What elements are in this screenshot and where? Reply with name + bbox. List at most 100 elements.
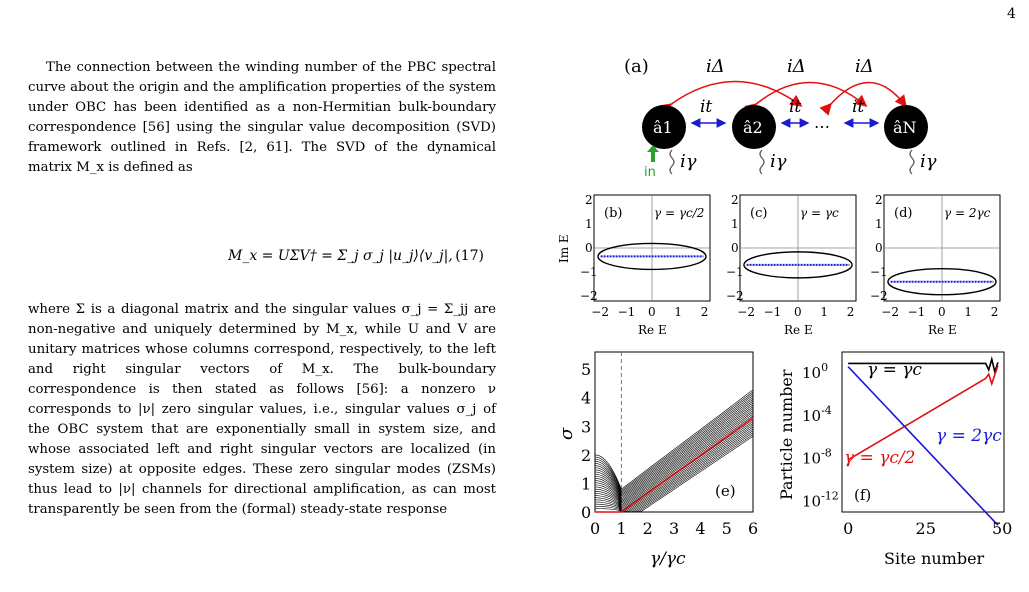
x-tick: −1 xyxy=(618,305,636,319)
y-tick: 2 xyxy=(875,193,883,207)
y-tick: 1 xyxy=(585,217,593,231)
panel-label: (c) xyxy=(750,206,767,221)
input-label: in xyxy=(644,165,656,180)
x-tick: 1 xyxy=(964,305,972,319)
x-tick: −1 xyxy=(908,305,926,319)
y-tick: −1 xyxy=(870,265,888,279)
panel-d: (d) γ = 2γc −2 −1 0 1 2 2 1 0 −1 −2 Re E xyxy=(870,193,1001,337)
curve-label-gamma-c-half: γ = γc/2 xyxy=(844,448,915,468)
x-tick: 1 xyxy=(616,519,626,538)
equation-body: M_x = UΣV† = Σ_j σ_j |u_j⟩⟨v_j|, xyxy=(228,248,453,264)
x-tick: 0 xyxy=(794,305,802,319)
y-axis-label: Particle number xyxy=(777,369,796,500)
y-axis-label: Im E xyxy=(557,234,571,263)
site-1-label: â1 xyxy=(653,118,673,137)
y-tick: −2 xyxy=(726,289,744,303)
coupling-arc-3 xyxy=(819,81,907,116)
y-tick: −2 xyxy=(580,289,598,303)
y-tick: 5 xyxy=(581,360,591,379)
coupling-arc-1 xyxy=(659,80,803,116)
y-tick: 0 xyxy=(585,241,593,255)
x-tick: 25 xyxy=(916,519,936,538)
paragraph-1: The connection between the winding numbe… xyxy=(28,58,496,178)
x-axis-label: Site number xyxy=(884,549,985,568)
hopping-label-1: it xyxy=(700,97,712,117)
x-axis-label: Re E xyxy=(784,323,813,337)
y-tick: 0 xyxy=(731,241,739,255)
y-tick: 0 xyxy=(581,503,591,522)
y-tick: 2 xyxy=(581,446,591,465)
x-tick: 50 xyxy=(992,519,1012,538)
page-number: 4 xyxy=(1007,6,1016,22)
coupling-label-2: iΔ xyxy=(787,56,806,77)
y-tick: 0 xyxy=(875,241,883,255)
site-2-circle xyxy=(732,105,776,149)
panel-f: 0 25 50 100 10-4 10-8 10-12 γ = γc γ = γc/2 γ = 2… xyxy=(777,351,1012,568)
x-tick: 4 xyxy=(695,519,705,538)
hopping-label-2: it xyxy=(789,97,801,117)
panel-condition: γ = γc/2 xyxy=(654,206,704,220)
x-tick: −1 xyxy=(764,305,782,319)
y-tick: 2 xyxy=(731,193,739,207)
coupling-label-1: iΔ xyxy=(706,56,725,77)
y-tick: 4 xyxy=(581,389,591,408)
x-axis-label: γ/γc xyxy=(650,549,686,569)
paragraph-2: where Σ is a diagonal matrix and the sin… xyxy=(28,300,496,520)
x-tick: 5 xyxy=(722,519,732,538)
y-tick: 2 xyxy=(585,193,593,207)
y-tick: −1 xyxy=(726,265,744,279)
panel-condition: γ = 2γc xyxy=(944,206,991,220)
y-tick: 10-4 xyxy=(802,404,832,425)
y-tick: 1 xyxy=(581,474,591,493)
site-1-circle xyxy=(642,105,686,149)
x-tick: −2 xyxy=(881,305,899,319)
x-tick: 0 xyxy=(590,519,600,538)
panel-e-label: (e) xyxy=(715,482,736,500)
equation-number: (17) xyxy=(455,248,484,264)
y-tick: 10-12 xyxy=(802,490,839,511)
equation-17: M_x = UΣV† = Σ_j σ_j |u_j⟩⟨v_j|, (17) xyxy=(28,240,496,284)
panel-a: (a) iΔ iΔ iΔ â1 â2 âN it it it … iγ iγ i… xyxy=(624,56,937,180)
curve-label-2gamma-c: γ = 2γc xyxy=(936,426,1002,446)
y-tick: −1 xyxy=(580,265,598,279)
x-tick: −2 xyxy=(737,305,755,319)
panel-a-label: (a) xyxy=(624,56,649,77)
y-tick: 10-8 xyxy=(802,447,832,468)
loss-label-2: iγ xyxy=(770,151,787,172)
x-axis-label: Re E xyxy=(928,323,957,337)
x-tick: 3 xyxy=(669,519,679,538)
site-N-label: âN xyxy=(893,118,917,137)
y-tick: 1 xyxy=(875,217,883,231)
x-tick: 2 xyxy=(643,519,653,538)
panel-label: (b) xyxy=(604,206,622,221)
hopping-label-3: it xyxy=(852,97,864,117)
coupling-arc-2 xyxy=(744,81,868,116)
loss-label-N: iγ xyxy=(920,151,937,172)
loss-squiggle-N xyxy=(909,149,915,175)
y-axis-label: σ xyxy=(556,427,577,440)
y-tick: 3 xyxy=(581,417,591,436)
x-tick: 0 xyxy=(843,519,853,538)
ellipsis: … xyxy=(814,113,830,132)
x-tick: 0 xyxy=(938,305,946,319)
paragraph-2-text: where Σ is a diagonal matrix and the sin… xyxy=(28,302,496,517)
panels-bcd: (b) γ = γc/2 −2 −1 0 1 2 2 1 0 −1 −2 Re E (c) γ = γc −2… xyxy=(557,193,1001,337)
input-arrow xyxy=(647,145,659,162)
x-tick: 6 xyxy=(748,519,758,538)
loss-squiggle-2 xyxy=(759,149,765,175)
x-tick: 1 xyxy=(820,305,828,319)
panel-f-label: (f) xyxy=(854,486,871,504)
panel-condition: γ = γc xyxy=(800,206,839,220)
x-tick: 2 xyxy=(701,305,709,319)
x-tick: 2 xyxy=(991,305,999,319)
site-2-label: â2 xyxy=(743,118,763,137)
panel-b: (b) γ = γc/2 −2 −1 0 1 2 2 1 0 −1 −2 Re E xyxy=(580,193,711,337)
x-axis-label: Re E xyxy=(638,323,667,337)
x-tick: 1 xyxy=(674,305,682,319)
panel-label: (d) xyxy=(894,206,912,221)
curve-label-gamma-c: γ = γc xyxy=(867,360,922,380)
y-tick: −2 xyxy=(870,289,888,303)
site-N-circle xyxy=(884,105,928,149)
panel-c: (c) γ = γc −2 −1 0 1 2 2 1 0 −1 −2 Re E xyxy=(726,193,857,337)
